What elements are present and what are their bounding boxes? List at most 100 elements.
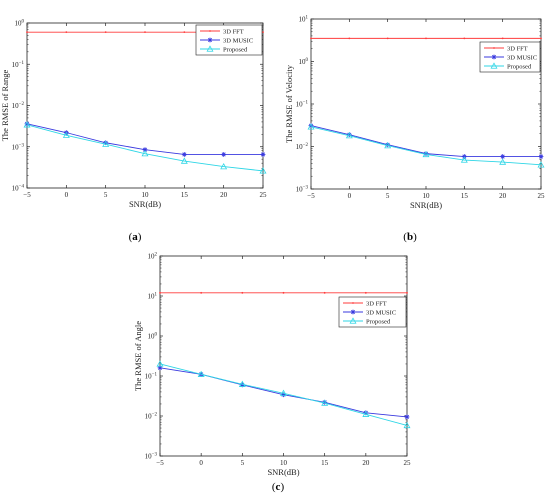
legend-entry: Proposed: [366, 318, 391, 325]
panel-label: (b): [403, 231, 417, 243]
data-point-3d-fft: [310, 37, 312, 40]
y-axis-label: The RMSE of Angle: [133, 321, 143, 391]
data-point-3d-fft: [65, 31, 68, 34]
series-line-proposed: [26, 124, 264, 172]
data-point-3d-music: [221, 152, 227, 157]
data-point-proposed: [259, 167, 267, 174]
y-tick-label: 10−3: [145, 453, 158, 461]
y-tick-exponent: 0: [306, 58, 309, 63]
legend-entry: Proposed: [507, 63, 532, 70]
data-point-proposed: [537, 161, 545, 168]
data-point-3d-fft: [104, 31, 107, 34]
data-point-proposed: [102, 140, 110, 147]
panel-label-letter: b: [407, 231, 413, 243]
panel-label-close: ): [413, 231, 417, 243]
data-point-proposed: [220, 162, 228, 170]
y-tick-label: 10−2: [145, 413, 158, 421]
data-point-3d-fft: [262, 31, 264, 34]
y-tick-exponent: −3: [19, 143, 25, 148]
legend-marker: [493, 47, 495, 49]
legend-marker: [491, 54, 497, 60]
data-point-3d-music: [142, 147, 148, 153]
y-tick-label: 100: [148, 333, 158, 341]
data-point-3d-music: [385, 142, 391, 148]
y-tick-label: 10−3: [12, 143, 25, 151]
data-point-proposed: [62, 131, 70, 138]
y-tick-exponent: −2: [303, 143, 309, 148]
data-point-3d-music: [423, 151, 429, 157]
y-tick-exponent: 0: [155, 333, 158, 338]
y-tick-exponent: 0: [22, 20, 25, 25]
legend: 3D FFT 3D MUSIC Proposed: [479, 41, 541, 73]
x-tick-label: 15: [461, 192, 469, 200]
data-point-3d-music: [24, 121, 30, 127]
y-tick-label: 101: [148, 293, 158, 301]
data-point-3d-fft: [241, 291, 244, 294]
x-tick-label: 10: [280, 459, 288, 467]
y-tick-exponent: −1: [303, 101, 309, 106]
x-tick-label: 20: [362, 459, 370, 467]
y-tick-exponent: −4: [19, 185, 25, 190]
data-point-3d-music: [103, 140, 109, 146]
data-point-3d-fft: [348, 37, 351, 40]
data-point-proposed: [23, 121, 31, 128]
x-tick-label: 10: [142, 191, 150, 199]
panel-label-letter: a: [132, 231, 138, 243]
series-line-proposed: [310, 126, 542, 166]
panel-label-close: ): [280, 481, 284, 493]
data-point-proposed: [156, 360, 164, 367]
data-point-3d-fft: [144, 31, 146, 34]
panel-label-open: (: [129, 231, 133, 243]
x-axis-label: SNR(dB): [410, 200, 442, 210]
y-tick-label: 102: [148, 253, 158, 261]
legend-marker: [349, 317, 357, 324]
x-tick-label: 5: [241, 459, 245, 467]
panel-label: (c): [272, 481, 285, 493]
data-point-proposed: [180, 157, 188, 164]
y-tick-exponent: 1: [306, 16, 309, 21]
data-point-3d-fft: [463, 37, 466, 40]
y-tick-label: 100: [15, 20, 25, 28]
data-point-3d-music: [260, 152, 266, 157]
data-point-3d-fft: [501, 37, 504, 40]
data-point-3d-music: [281, 392, 286, 398]
y-tick-label: 101: [299, 16, 309, 24]
data-point-proposed: [499, 158, 507, 165]
x-tick-label: 10: [423, 192, 431, 200]
data-point-3d-music: [500, 154, 506, 159]
x-tick-label: 5: [104, 191, 108, 199]
y-tick-label: 10−3: [296, 186, 309, 194]
data-point-proposed: [362, 410, 370, 417]
x-tick-label: 25: [260, 191, 268, 199]
y-tick-exponent: −2: [152, 413, 158, 418]
data-point-proposed: [403, 421, 411, 429]
data-point-3d-fft: [364, 291, 367, 294]
x-tick-label: −5: [156, 459, 164, 467]
x-tick-label: −5: [23, 191, 31, 199]
data-point-proposed: [141, 150, 149, 157]
data-point-3d-music: [404, 414, 410, 420]
y-tick-label: 10−2: [296, 143, 309, 151]
data-point-3d-music: [157, 365, 163, 371]
x-axis-label: SNR(dB): [267, 467, 299, 477]
y-axis-label: The RMSE of Range: [0, 70, 10, 142]
x-tick-label: 25: [538, 192, 546, 200]
y-tick-label: 10−1: [12, 61, 25, 69]
y-tick-label: 10−1: [296, 101, 309, 109]
legend-entry: Proposed: [223, 46, 248, 53]
data-point-3d-fft: [386, 37, 389, 40]
panel-label-open: (: [272, 481, 276, 493]
legend: 3D FFT 3D MUSIC Proposed: [338, 296, 407, 328]
data-point-3d-fft: [540, 37, 542, 40]
data-point-3d-fft: [406, 291, 408, 294]
plot-frame: [159, 255, 408, 457]
data-point-3d-music: [308, 123, 314, 129]
x-tick-label: 20: [220, 191, 228, 199]
x-tick-label: 15: [321, 459, 329, 467]
panel-label-open: (: [403, 231, 407, 243]
legend-entry: 3D MUSIC: [223, 37, 253, 44]
y-tick-label: 100: [299, 58, 309, 66]
y-tick-label: 10−4: [12, 185, 25, 193]
